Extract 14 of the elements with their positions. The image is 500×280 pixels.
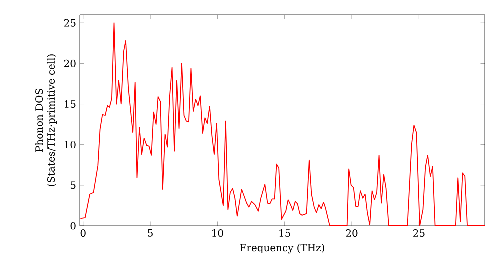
x-tick-label: 5 — [148, 230, 153, 237]
x-tick-label: 0 — [80, 230, 86, 238]
x-tick-label: 25 — [414, 230, 425, 238]
x-axis-title: Frequency (THz) — [240, 244, 324, 254]
x-tick-label: 20 — [346, 230, 358, 238]
y-tick-label: 20 — [64, 60, 76, 68]
y-tick-label: 25 — [64, 19, 76, 27]
y-tick-label: 10 — [65, 141, 76, 149]
y-tick-label: 15 — [65, 100, 76, 108]
y-tick-label: 5 — [70, 182, 76, 190]
x-tick-label: 10 — [212, 230, 224, 238]
y-axis-title: Phonon DOS (States/THz·primitive cell) — [35, 54, 57, 186]
y-tick-label: 0 — [70, 222, 76, 230]
x-tick-label: 15 — [280, 230, 290, 238]
